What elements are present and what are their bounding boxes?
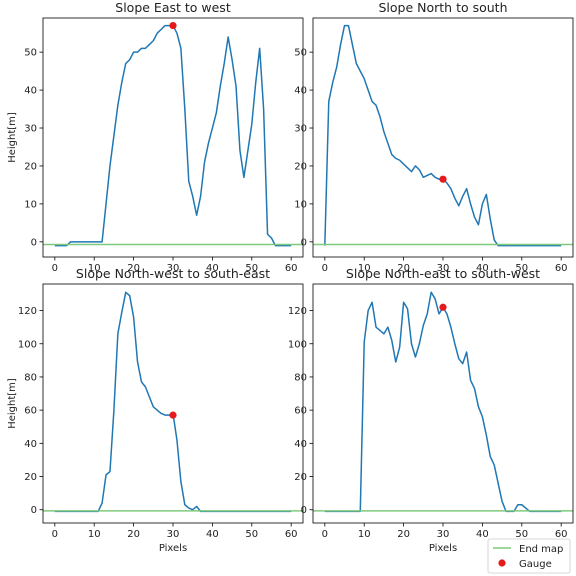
- x-axis-label: Pixels: [429, 543, 457, 554]
- x-tick-label: 60: [285, 529, 298, 540]
- y-tick-label: 120: [18, 306, 37, 317]
- x-tick-label: 20: [397, 263, 410, 274]
- x-tick-label: 40: [206, 529, 219, 540]
- gauge-point: [439, 175, 447, 183]
- x-tick-label: 60: [555, 263, 568, 274]
- x-tick-label: 20: [127, 529, 140, 540]
- slope-profile-line: [324, 291, 562, 513]
- slope-profile-line: [54, 24, 292, 247]
- gauge-point: [169, 21, 177, 30]
- y-tick-label: 0: [301, 505, 307, 516]
- y-tick-label: 80: [24, 372, 37, 383]
- x-tick-label: 10: [358, 529, 371, 540]
- slope-profile-line: [54, 291, 292, 513]
- y-tick-label: 120: [288, 306, 307, 317]
- y-tick-label: 30: [24, 124, 37, 135]
- y-tick-label: 10: [24, 199, 37, 210]
- y-tick-label: 80: [294, 372, 307, 383]
- y-axis-label: Height[m]: [7, 112, 18, 163]
- x-tick-label: 30: [167, 529, 180, 540]
- y-tick-label: 20: [24, 472, 37, 483]
- y-tick-label: 20: [294, 472, 307, 483]
- legend-end-map-label: End map: [519, 544, 563, 555]
- x-tick-label: 30: [437, 529, 450, 540]
- x-tick-label: 10: [88, 529, 101, 540]
- x-tick-label: 50: [245, 263, 258, 274]
- legend: End map Gauge: [487, 538, 571, 574]
- y-tick-label: 50: [294, 48, 307, 59]
- y-tick-label: 20: [24, 161, 37, 172]
- x-tick-label: 0: [52, 529, 58, 540]
- axes-frame: [42, 283, 304, 524]
- y-tick-label: 100: [18, 339, 37, 350]
- y-axis-label: Height[m]: [7, 378, 18, 429]
- x-tick-label: 0: [322, 529, 328, 540]
- x-tick-label: 30: [167, 263, 180, 274]
- y-tick-label: 10: [294, 199, 307, 210]
- x-tick-label: 60: [285, 263, 298, 274]
- slope-profile-line: [324, 24, 562, 247]
- subplot-2: 0 10 20 30 40 50 60 0 10 20 30 40 50 Slope North to s…: [294, 0, 574, 274]
- y-tick-label: 40: [294, 439, 307, 450]
- x-tick-label: 20: [127, 263, 140, 274]
- x-tick-label: 30: [437, 263, 450, 274]
- y-tick-label: 0: [31, 505, 37, 516]
- subplot-1: 0 10 20 30 40 50 60 0 10 20 30 40 50 Slope East to we…: [7, 0, 304, 274]
- legend-gauge-swatch: [498, 559, 506, 567]
- y-tick-label: 20: [294, 161, 307, 172]
- subplot-grid: 0 10 20 30 40 50 60 0 10 20 30 40 50 Slope East to we…: [7, 0, 574, 554]
- x-tick-label: 40: [206, 263, 219, 274]
- y-tick-label: 60: [294, 406, 307, 417]
- x-tick-label: 50: [515, 529, 528, 540]
- axes-frame: [312, 283, 574, 524]
- x-tick-label: 0: [52, 263, 58, 274]
- axes-frame: [312, 17, 574, 258]
- subplot-title: Slope East to west: [115, 0, 231, 15]
- y-tick-label: 0: [31, 237, 37, 248]
- x-tick-label: 40: [476, 263, 489, 274]
- legend-gauge-label: Gauge: [519, 559, 552, 570]
- y-tick-label: 50: [24, 48, 37, 59]
- gauge-point: [169, 411, 177, 419]
- x-tick-label: 10: [358, 263, 371, 274]
- y-tick-label: 40: [24, 86, 37, 97]
- y-tick-label: 40: [24, 439, 37, 450]
- gauge-point: [439, 303, 447, 311]
- x-tick-label: 60: [555, 529, 568, 540]
- x-tick-label: 50: [515, 263, 528, 274]
- subplot-title: Slope North to south: [378, 0, 507, 15]
- x-tick-label: 50: [245, 529, 258, 540]
- y-tick-label: 60: [24, 406, 37, 417]
- y-tick-label: 100: [288, 339, 307, 350]
- y-tick-label: 0: [301, 237, 307, 248]
- x-tick-label: 0: [322, 263, 328, 274]
- x-axis-label: Pixels: [159, 543, 187, 554]
- y-tick-label: 40: [294, 86, 307, 97]
- subplot-title: Slope North-east to south-west: [346, 266, 540, 281]
- x-tick-label: 20: [397, 529, 410, 540]
- x-tick-label: 40: [476, 529, 489, 540]
- subplot-title: Slope North-west to south-east: [76, 266, 270, 281]
- x-tick-label: 10: [88, 263, 101, 274]
- y-tick-label: 30: [294, 124, 307, 135]
